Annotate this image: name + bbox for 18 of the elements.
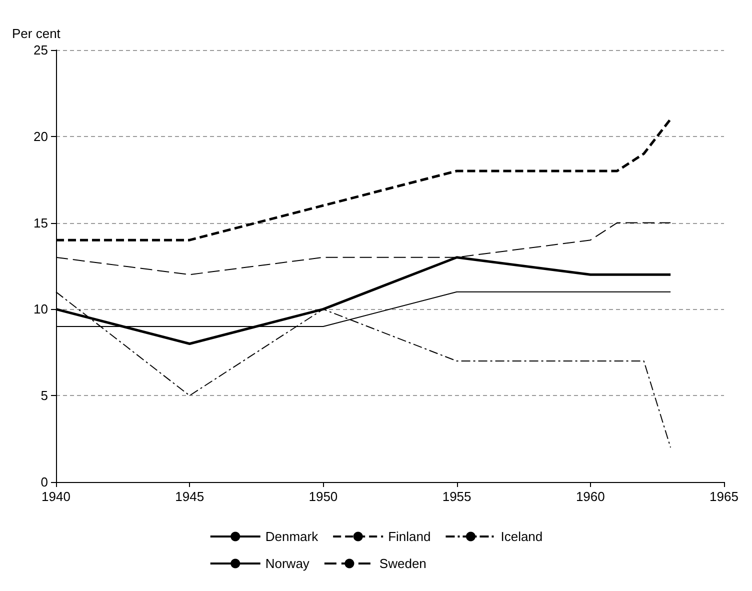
- y-tick-label: 15: [34, 215, 48, 230]
- legend-label: Norway: [265, 556, 310, 571]
- legend-label: Sweden: [379, 556, 426, 571]
- y-tick-label: 10: [34, 302, 48, 317]
- x-tick-label: 1955: [442, 489, 472, 504]
- legend-label: Denmark: [265, 529, 319, 544]
- x-tick-label: 1960: [576, 489, 605, 504]
- x-tick-label: 1950: [308, 489, 338, 504]
- x-tick-label: 1945: [175, 489, 204, 504]
- y-tick-label: 25: [34, 42, 48, 58]
- legend-label: Finland: [388, 529, 431, 544]
- y-tick-label: 20: [34, 128, 48, 144]
- x-tick-label: 1965: [710, 489, 738, 504]
- y-tick-label: 5: [40, 388, 48, 404]
- y-tick-label: 0: [40, 474, 48, 490]
- y-axis-title: Per cent: [12, 26, 61, 41]
- x-tick-label: 1940: [42, 489, 70, 504]
- legend-label: Iceland: [500, 529, 543, 544]
